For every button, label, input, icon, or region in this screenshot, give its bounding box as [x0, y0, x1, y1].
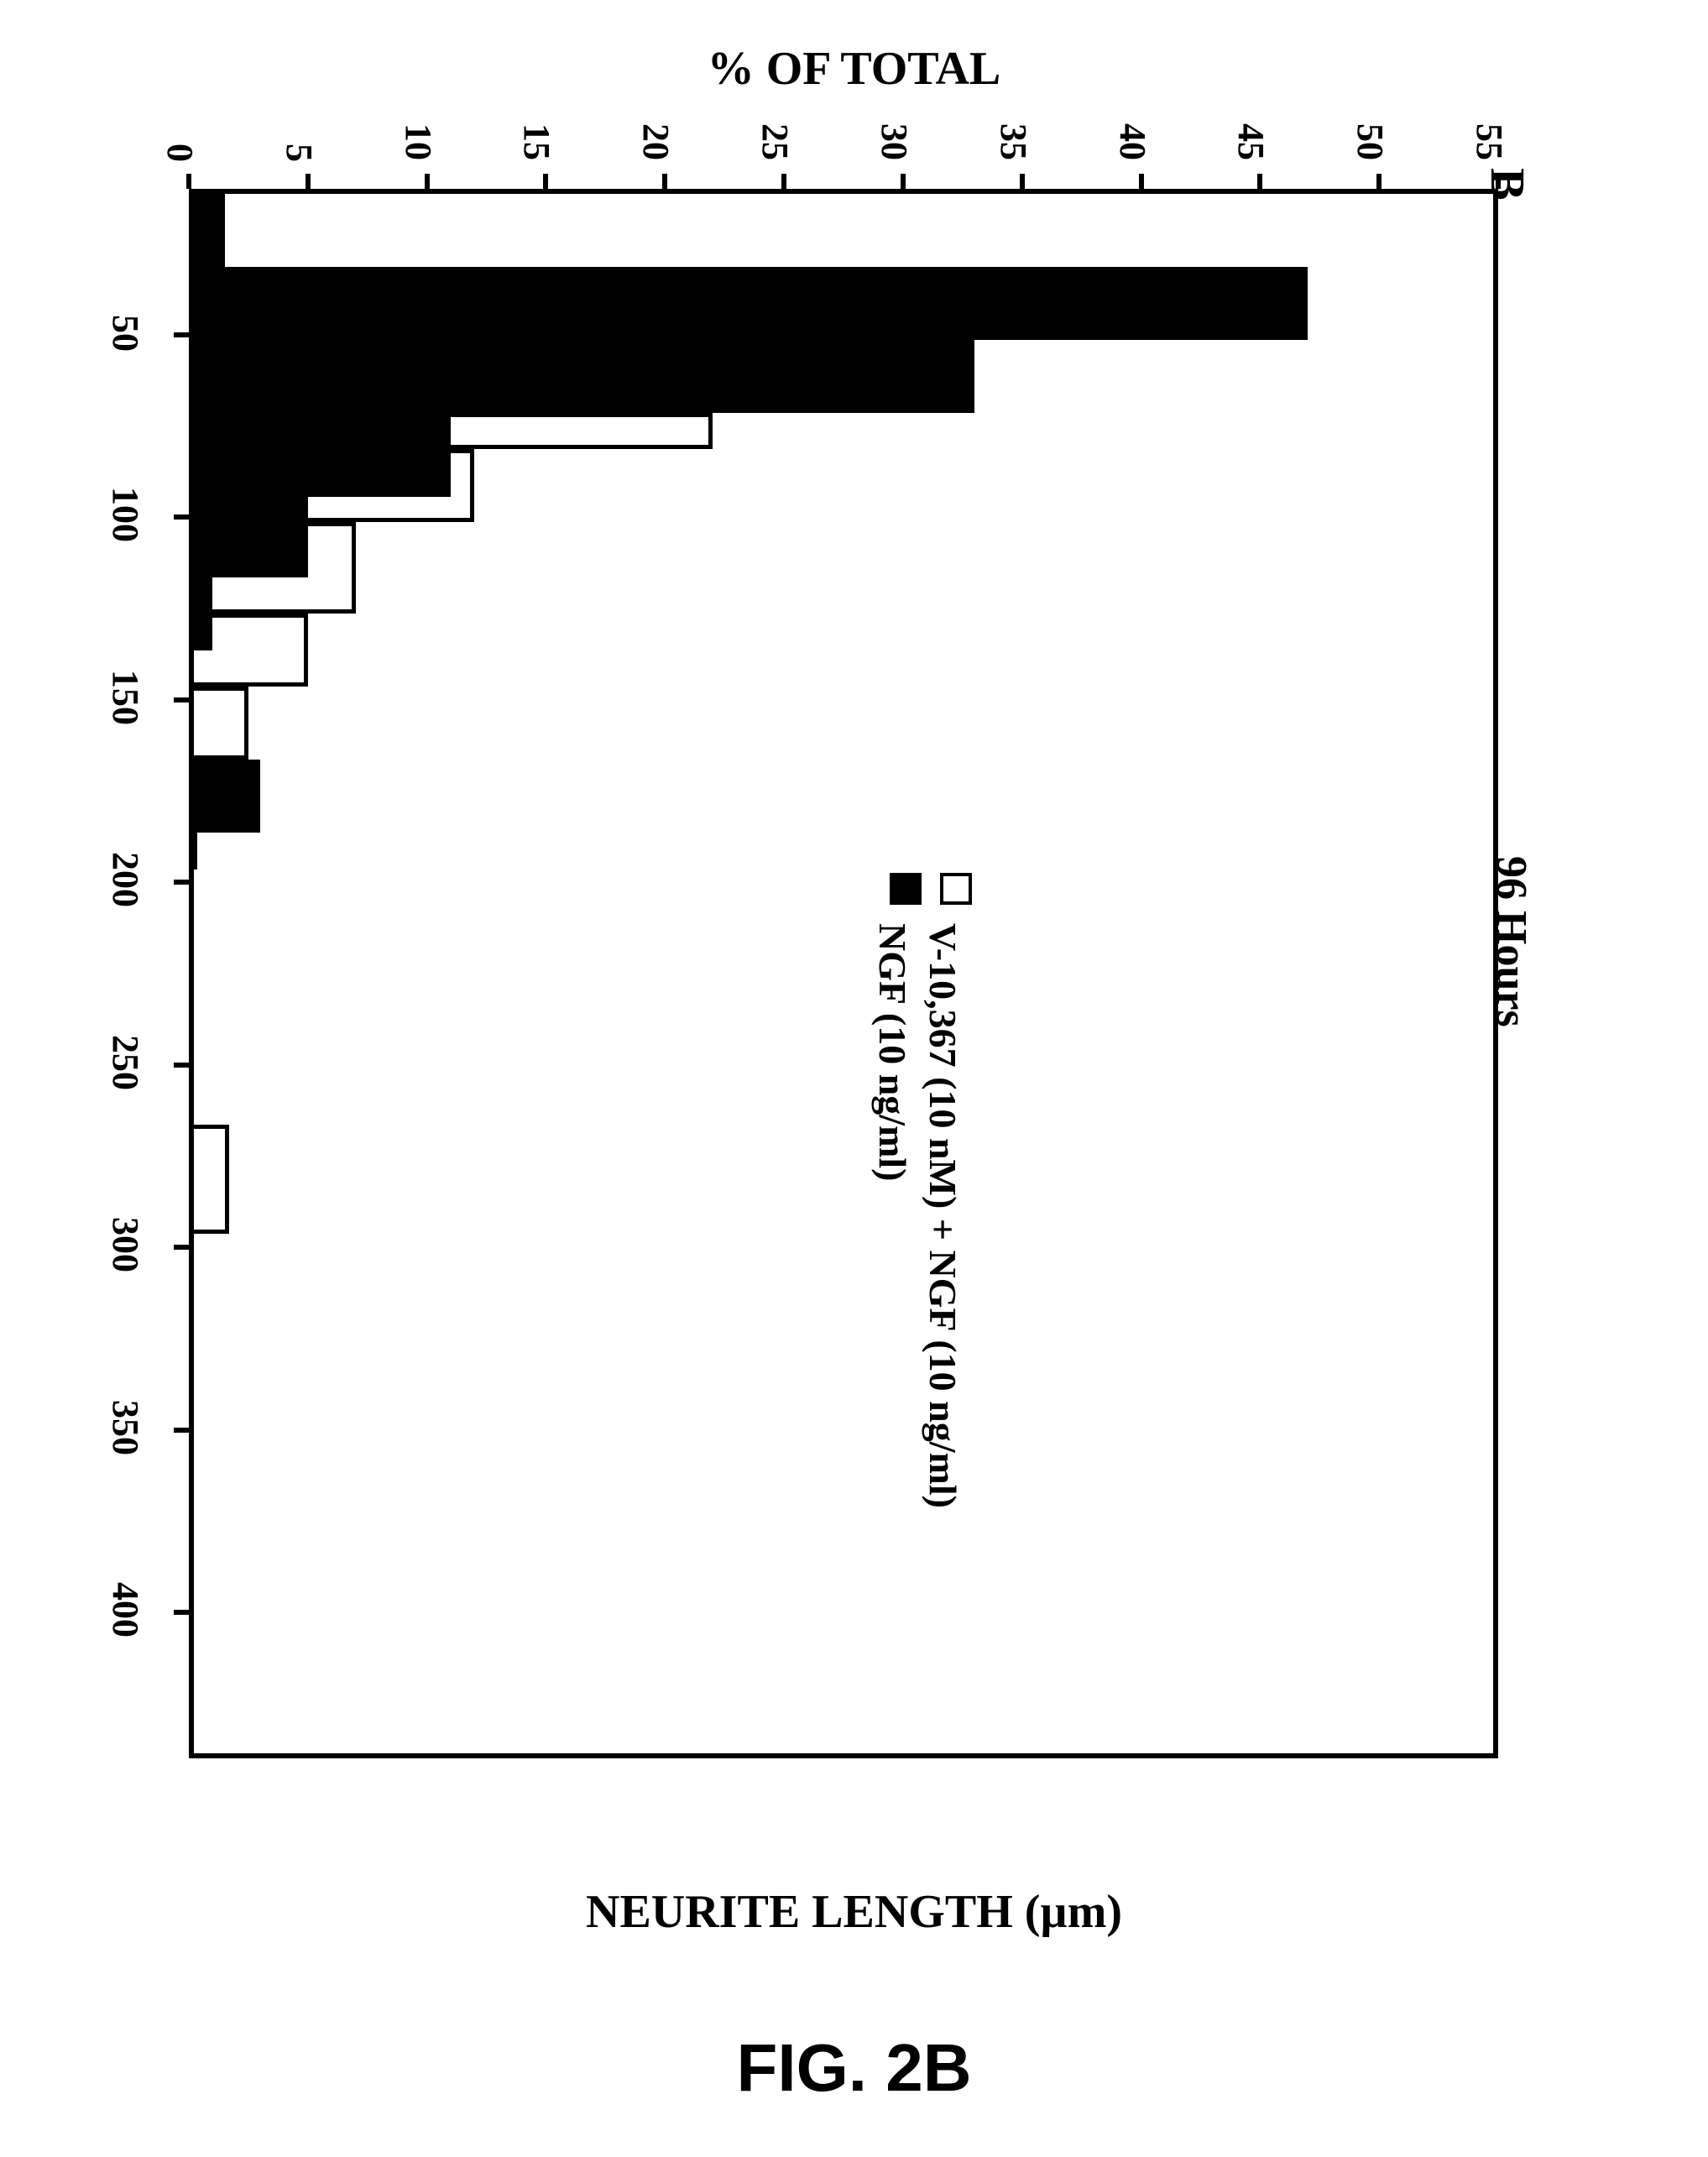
y-tick-label: 30 [873, 123, 916, 160]
y-tick-label: 40 [1111, 123, 1154, 160]
value-axis-baseline [189, 189, 194, 1758]
plot-area [189, 189, 1498, 1758]
x-axis-label: NEURITE LENGTH (µm) [586, 1885, 1122, 1939]
y-tick-mark [662, 174, 667, 189]
y-tick-label: 35 [992, 123, 1035, 160]
x-tick-label: 400 [104, 1582, 147, 1637]
y-tick-mark [901, 174, 906, 189]
x-tick-mark [174, 1063, 189, 1068]
y-tick-mark [306, 174, 311, 189]
bar-hollow [189, 1125, 229, 1234]
legend-swatch-solid [890, 873, 922, 905]
y-tick-label: 50 [1349, 123, 1392, 160]
legend-label-1: NGF (10 ng/ml) [870, 923, 915, 1182]
y-tick-label: 20 [635, 123, 677, 160]
x-tick-label: 350 [104, 1400, 147, 1455]
y-tick-label: 0 [159, 144, 201, 162]
x-tick-label: 300 [104, 1217, 147, 1272]
y-tick-label: 10 [397, 123, 440, 160]
x-tick-mark [174, 332, 189, 337]
x-tick-label: 50 [104, 315, 147, 352]
x-tick-mark [174, 697, 189, 702]
y-tick-mark [1257, 174, 1262, 189]
y-tick-mark [425, 174, 430, 189]
x-tick-label: 250 [104, 1035, 147, 1090]
x-tick-mark [174, 1610, 189, 1615]
x-tick-mark [174, 514, 189, 520]
y-tick-mark [1139, 174, 1144, 189]
y-tick-label: 15 [515, 123, 558, 160]
y-tick-mark [1376, 174, 1382, 189]
bar-solid [189, 194, 225, 267]
x-tick-label: 100 [104, 487, 147, 542]
y-tick-mark [1496, 174, 1501, 189]
figure-page: % OF TOTAL B 96 Hours V-10,367 (10 nM) +… [0, 0, 1708, 2157]
bar-solid [189, 413, 451, 497]
bar-solid [189, 760, 260, 833]
y-tick-mark [781, 174, 786, 189]
figure-caption: FIG. 2B [736, 2029, 971, 2107]
x-tick-mark [174, 1245, 189, 1250]
x-tick-label: 200 [104, 852, 147, 907]
y-tick-mark [543, 174, 548, 189]
x-tick-label: 150 [104, 670, 147, 725]
y-tick-mark [186, 174, 191, 189]
x-tick-mark [174, 880, 189, 885]
bar-solid [189, 497, 308, 577]
bar-solid [189, 267, 1308, 340]
y-tick-label: 25 [754, 123, 797, 160]
bar-solid [189, 340, 974, 413]
y-tick-mark [1020, 174, 1025, 189]
y-axis-label: % OF TOTAL [708, 42, 1001, 96]
legend-swatch-hollow [940, 873, 972, 905]
y-tick-label: 45 [1230, 123, 1272, 160]
bar-hollow [189, 687, 248, 760]
legend-label-0: V-10,367 (10 nM) + NGF (10 ng/ml) [921, 923, 965, 1508]
y-tick-label: 5 [278, 144, 321, 162]
x-tick-mark [174, 1428, 189, 1433]
y-tick-label: 55 [1468, 123, 1511, 160]
